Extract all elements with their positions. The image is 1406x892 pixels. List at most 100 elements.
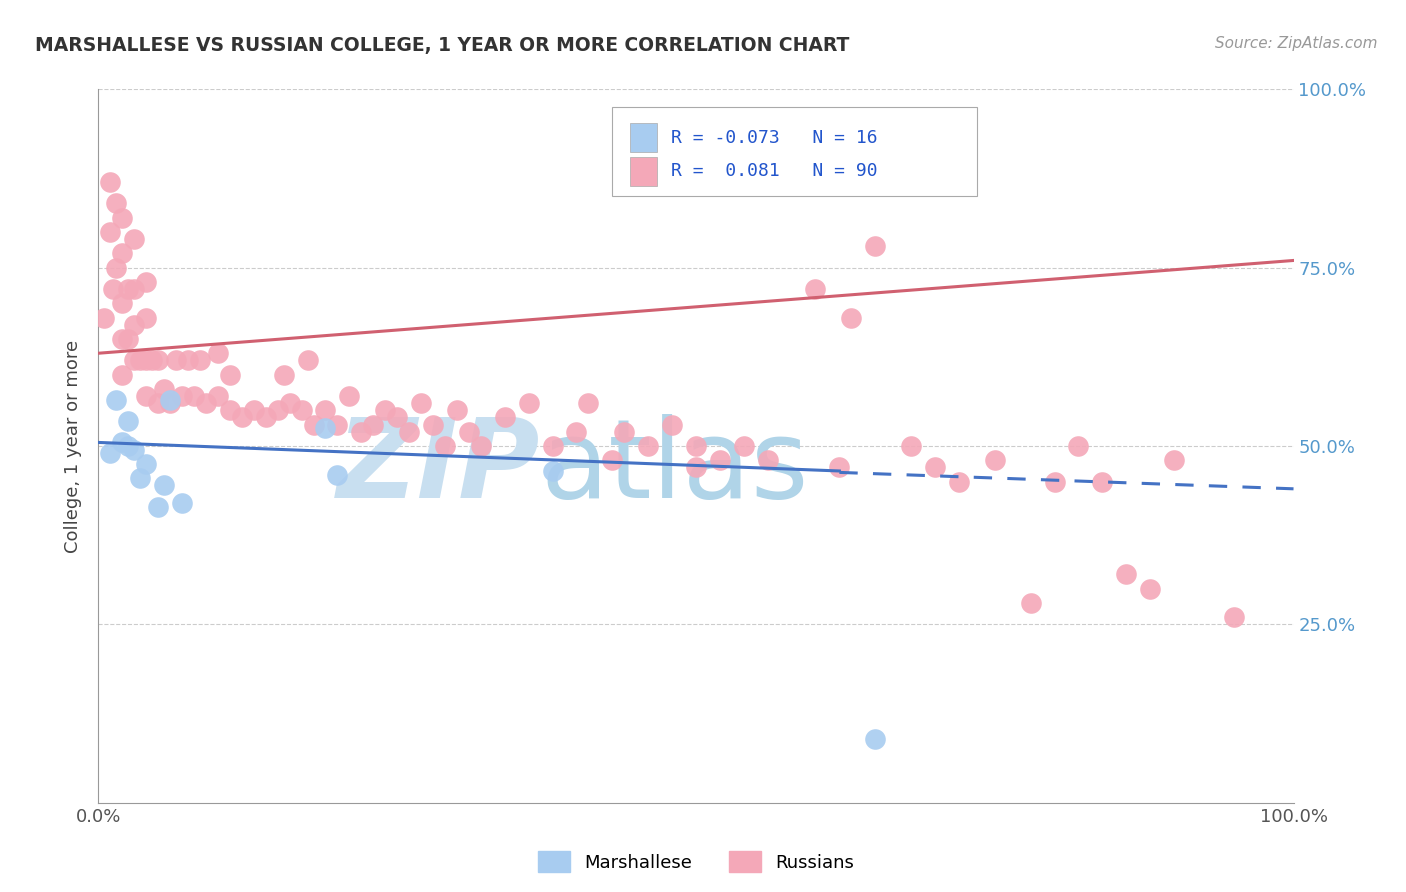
Point [422,417,444,432]
Point [315,421,337,435]
Text: R = -0.073   N = 16: R = -0.073 N = 16 [671,128,877,146]
Point [278,396,301,410]
Point [1067,439,1090,453]
Point [1019,596,1042,610]
Point [541,464,564,478]
Point [98,446,122,460]
Point [124,353,146,368]
Point [135,310,157,325]
Point [101,282,124,296]
Point [326,417,349,432]
Point [111,435,134,450]
Point [135,275,157,289]
Point [446,403,468,417]
Point [124,282,146,296]
Point [219,368,242,382]
Point [124,442,146,457]
Point [565,425,588,439]
Point [117,332,139,346]
Point [350,425,373,439]
Point [98,175,122,189]
Point [1043,475,1066,489]
Point [117,439,139,453]
Point [135,353,157,368]
Point [159,396,181,410]
Point [117,282,139,296]
Point [385,410,409,425]
Point [841,310,863,325]
Point [111,332,134,346]
Y-axis label: College, 1 year or more: College, 1 year or more [65,340,83,552]
Point [398,425,420,439]
Point [135,457,157,471]
Point [865,731,887,746]
Point [148,500,170,514]
Point [291,403,314,417]
Point [828,460,851,475]
Point [637,439,659,453]
Point [231,410,253,425]
Point [900,439,922,453]
Point [541,439,564,453]
Point [374,403,396,417]
Point [661,417,683,432]
FancyBboxPatch shape [613,107,977,196]
Point [326,467,349,482]
Point [411,396,433,410]
Point [470,439,492,453]
Point [1115,567,1137,582]
Point [494,410,516,425]
Point [105,196,128,211]
Point [297,353,319,368]
Point [148,396,170,410]
Point [339,389,361,403]
Point [207,389,229,403]
Point [602,453,624,467]
Point [733,439,755,453]
Point [135,389,157,403]
Point [685,439,707,453]
Point [1091,475,1114,489]
Point [578,396,600,410]
Point [315,403,337,417]
Text: Source: ZipAtlas.com: Source: ZipAtlas.com [1215,36,1378,51]
Point [613,425,636,439]
Point [207,346,229,360]
Point [124,232,146,246]
Point [117,414,139,428]
Point [172,496,194,510]
Point [948,475,970,489]
Bar [630,157,657,186]
Point [1223,610,1246,624]
Bar [630,123,657,152]
Point [111,246,134,260]
Point [1163,453,1185,467]
Point [165,353,187,368]
Text: R =  0.081   N = 90: R = 0.081 N = 90 [671,162,877,180]
Point [105,392,128,407]
Point [153,478,176,492]
Text: atlas: atlas [541,414,808,521]
Point [517,396,540,410]
Point [302,417,325,432]
Point [159,392,181,407]
Point [709,453,731,467]
Point [984,453,1007,467]
Point [804,282,827,296]
Point [188,353,211,368]
Point [273,368,295,382]
Point [105,260,128,275]
Point [219,403,242,417]
Point [1139,582,1161,596]
Point [148,353,170,368]
Point [111,296,134,310]
Point [172,389,194,403]
Text: ZIP: ZIP [337,414,541,521]
Point [153,382,176,396]
Point [434,439,457,453]
Point [243,403,266,417]
Point [267,403,290,417]
Point [129,353,152,368]
Point [111,368,134,382]
Point [865,239,887,253]
